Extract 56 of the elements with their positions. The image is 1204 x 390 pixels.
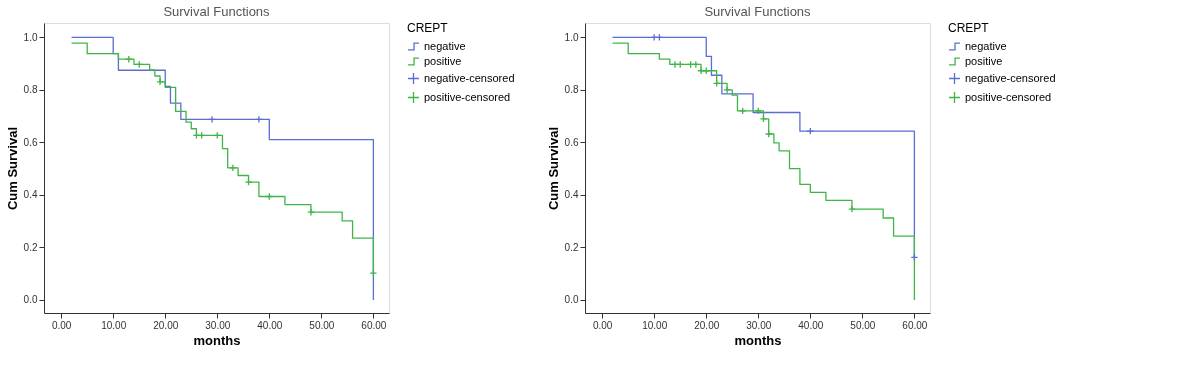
x-tick-label: 50.00 xyxy=(309,319,335,331)
point xyxy=(764,130,773,138)
legend-label: positive xyxy=(424,54,462,67)
point xyxy=(307,208,315,217)
x-tick-label: 40.00 xyxy=(798,319,824,331)
point xyxy=(806,127,815,135)
legend-label: negative xyxy=(424,39,466,52)
chart-title: Survival Functions xyxy=(163,4,271,19)
point xyxy=(697,66,705,75)
x-tick-label: 60.00 xyxy=(361,319,387,331)
x-tick-label: 40.00 xyxy=(257,319,283,331)
y-tick-label: 0.6 xyxy=(564,136,579,148)
x-tick-label: 50.00 xyxy=(850,319,876,331)
x-tick-label: 10.00 xyxy=(101,319,127,331)
x-tick-label: 30.00 xyxy=(205,319,231,331)
y-tick-label: 0.2 xyxy=(23,241,38,253)
point xyxy=(229,164,237,172)
y-axis-title: Cum Survival xyxy=(4,126,20,211)
point xyxy=(848,205,856,213)
point xyxy=(754,107,763,115)
x-tick-label: 10.00 xyxy=(642,319,668,331)
point xyxy=(255,115,263,124)
chart-title: Survival Functions xyxy=(704,4,812,19)
legend-label: positive-censored xyxy=(424,90,511,103)
y-tick-label: 0.0 xyxy=(564,294,579,306)
x-tick-label: 30.00 xyxy=(746,319,772,331)
y-tick-label: 0.0 xyxy=(23,294,38,306)
point xyxy=(738,107,747,115)
x-axis-title: months xyxy=(734,332,782,348)
point xyxy=(244,178,253,186)
x-tick-label: 60.00 xyxy=(902,319,928,331)
x-tick-label: 0.00 xyxy=(51,319,72,331)
x-tick-label: 20.00 xyxy=(694,319,720,331)
legend-title: CREPT xyxy=(407,21,449,35)
x-tick-label: 20.00 xyxy=(153,319,179,331)
legend-label: negative xyxy=(965,39,1007,52)
y-tick-label: 0.4 xyxy=(23,189,38,201)
y-tick-label: 1.0 xyxy=(564,31,579,43)
point xyxy=(723,86,731,94)
legend-label: negative-censored xyxy=(424,71,515,84)
y-tick-label: 0.4 xyxy=(564,189,579,201)
point xyxy=(671,60,679,69)
x-axis-title: months xyxy=(193,332,241,348)
point xyxy=(208,115,216,124)
legend-title: CREPT xyxy=(948,21,990,35)
point xyxy=(156,77,164,86)
legend-label: negative-censored xyxy=(965,71,1056,84)
y-tick-label: 0.6 xyxy=(23,136,38,148)
y-tick-label: 1.0 xyxy=(23,31,38,43)
y-tick-label: 0.8 xyxy=(564,84,579,96)
y-tick-label: 0.2 xyxy=(564,241,579,253)
legend-label: positive xyxy=(965,54,1003,67)
x-tick-label: 0.00 xyxy=(592,319,613,331)
y-tick-label: 0.8 xyxy=(23,84,38,96)
legend-label: positive-censored xyxy=(965,90,1052,103)
y-axis-title: Cum Survival xyxy=(545,126,561,211)
